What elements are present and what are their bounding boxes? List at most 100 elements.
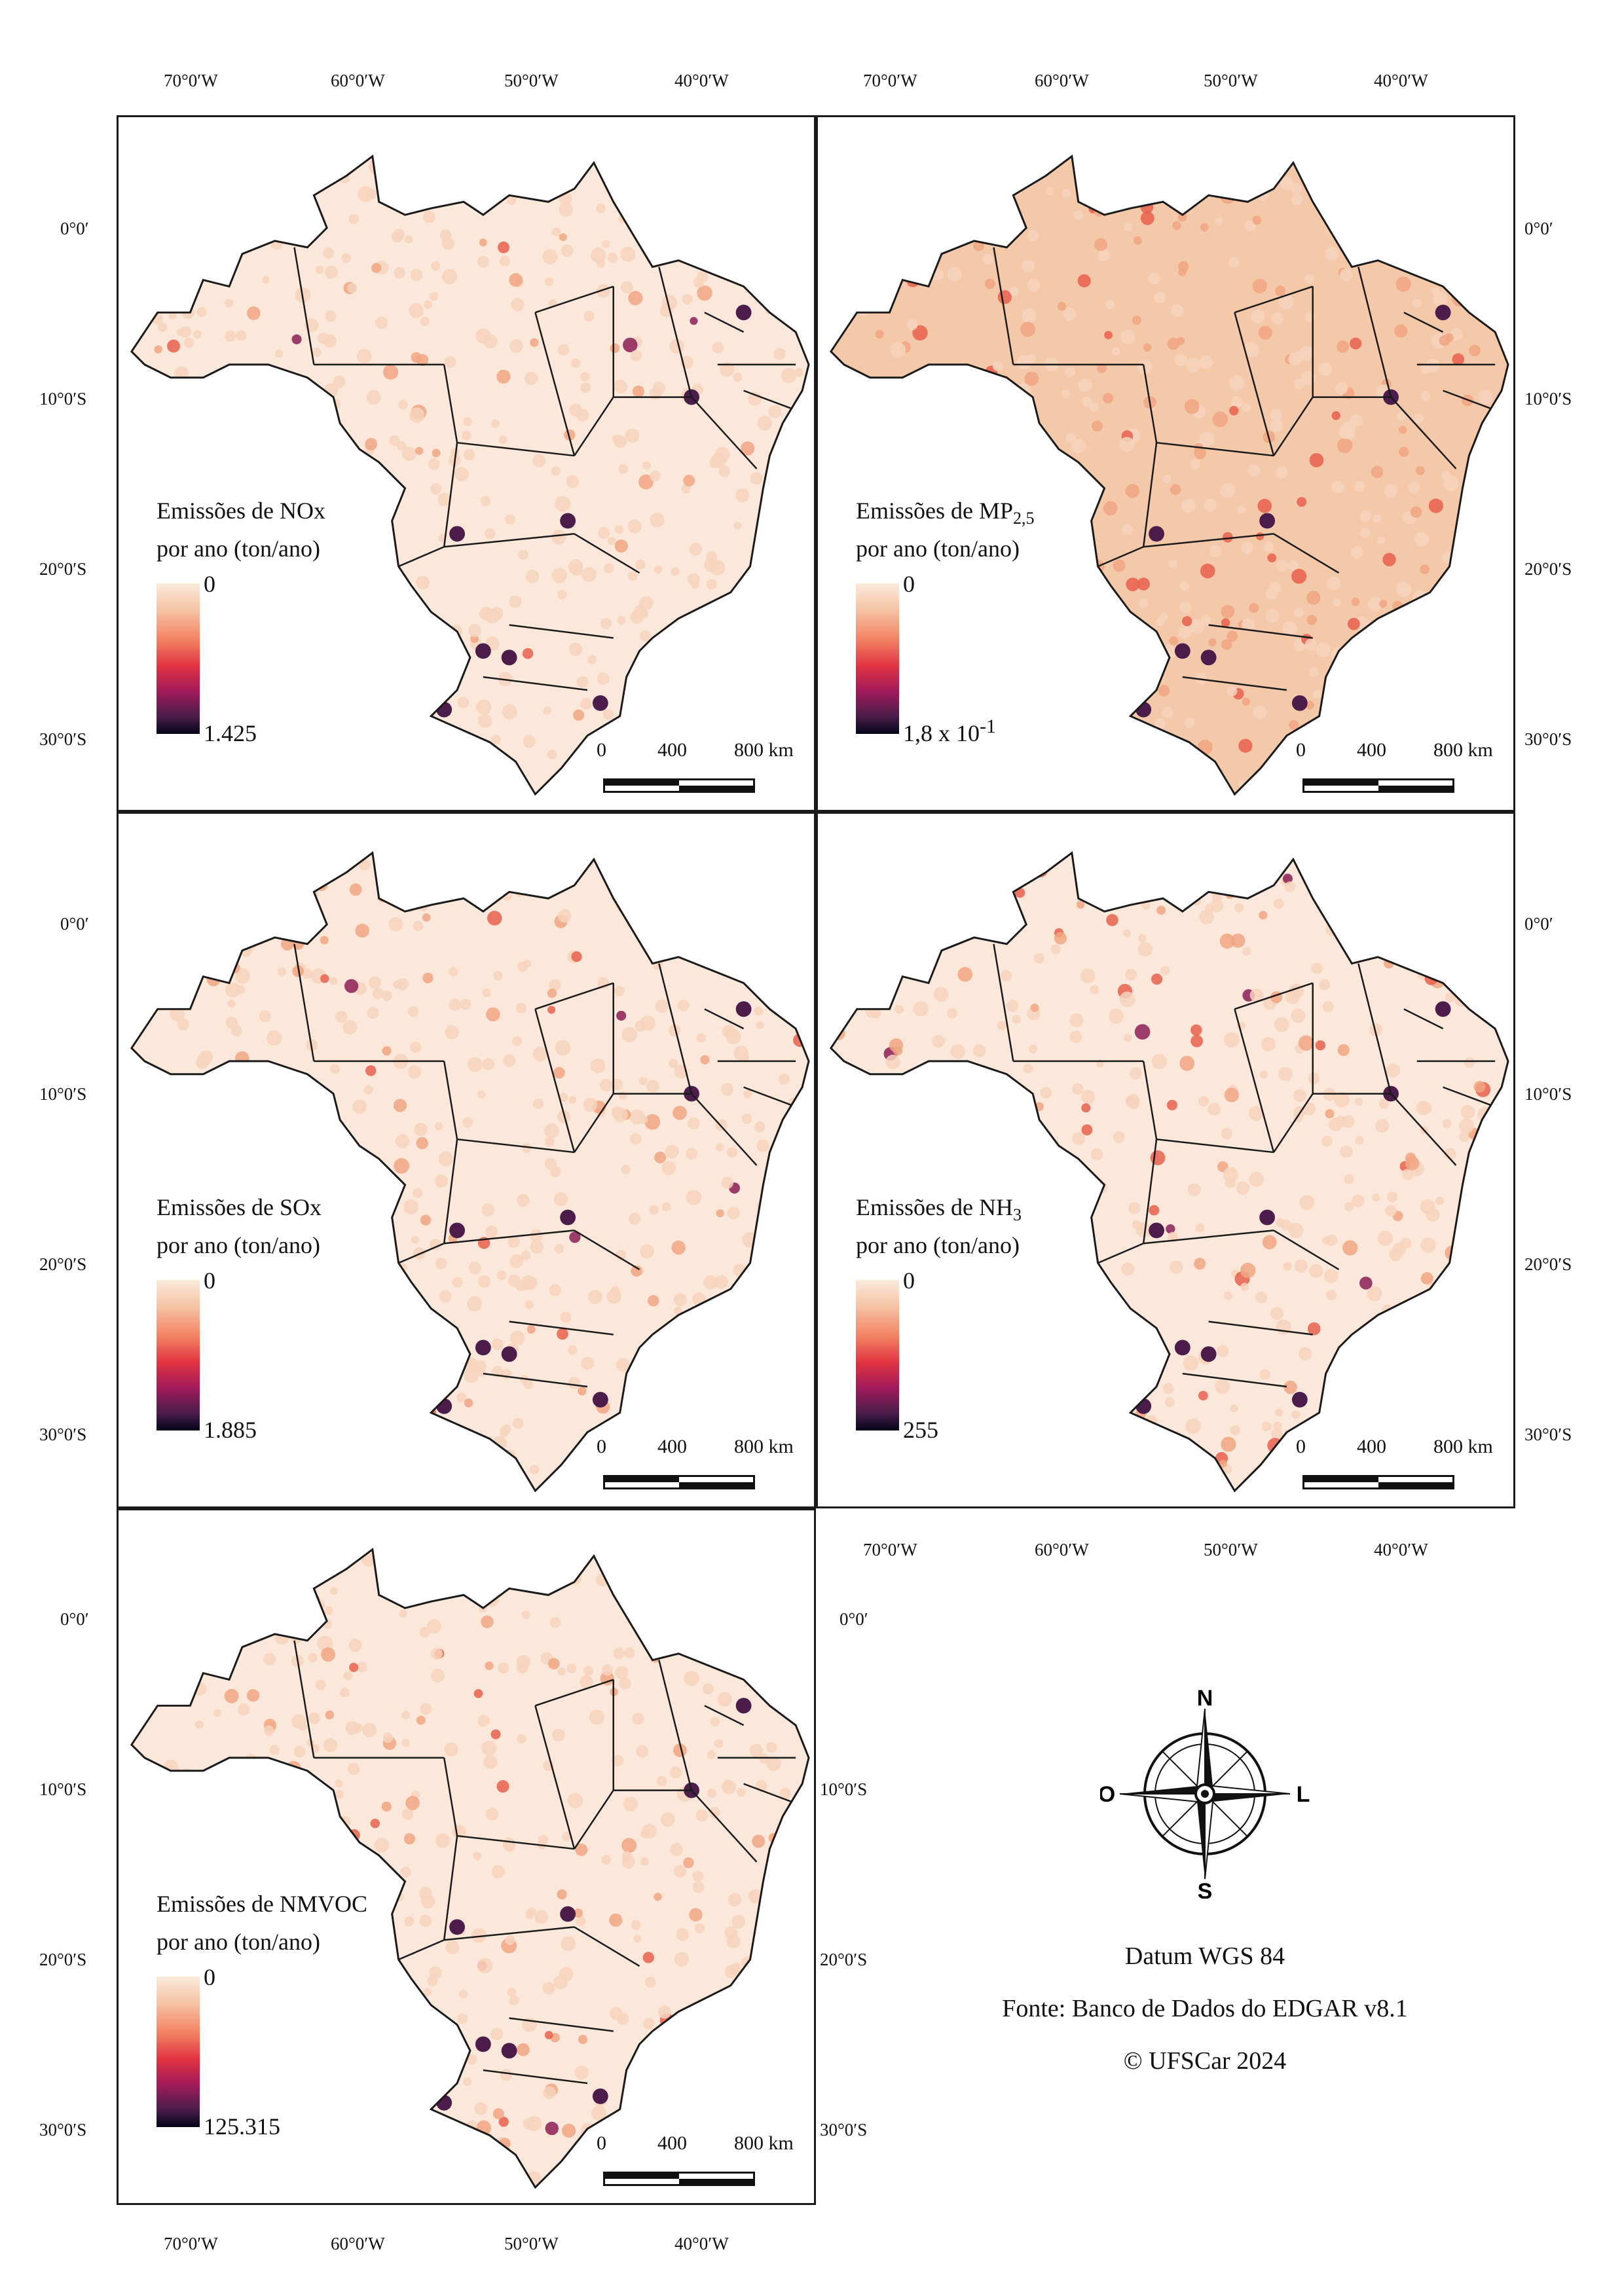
country-fill xyxy=(131,156,809,795)
emission-point xyxy=(1479,1322,1492,1336)
emission-point xyxy=(699,895,709,905)
emission-point xyxy=(419,1914,432,1927)
emission-point xyxy=(568,1377,581,1389)
emission-point xyxy=(246,1868,257,1880)
emission-point xyxy=(848,769,861,782)
emission-point xyxy=(749,1743,764,1758)
emission-point xyxy=(908,681,923,695)
state-border xyxy=(535,982,614,1010)
emission-point xyxy=(1432,1327,1443,1339)
emission-point xyxy=(561,244,574,257)
emission-point xyxy=(1204,903,1215,914)
emission-point xyxy=(314,2013,329,2029)
emission-point xyxy=(566,1664,577,1674)
emission-point xyxy=(420,1214,432,1226)
emission-point xyxy=(315,1125,325,1135)
emission-point xyxy=(553,1975,568,1990)
emission-point xyxy=(948,1327,958,1338)
emission-point xyxy=(731,1388,745,1400)
emission-hotspot xyxy=(1174,643,1190,659)
emission-point xyxy=(553,1066,565,1079)
emission-point xyxy=(367,1006,379,1019)
emission-point xyxy=(1164,1397,1175,1408)
emission-point xyxy=(692,2022,701,2032)
emission-point xyxy=(630,350,642,362)
emission-point xyxy=(1457,597,1466,606)
emission-point xyxy=(248,1565,262,1579)
emission-point xyxy=(1080,968,1096,983)
emission-point xyxy=(1398,426,1407,434)
emission-point xyxy=(301,705,316,721)
emission-point xyxy=(1012,852,1023,862)
emission-point xyxy=(559,202,573,217)
emission-point xyxy=(1371,465,1384,479)
state-border xyxy=(1443,390,1496,411)
emission-point xyxy=(614,435,627,448)
emission-point xyxy=(358,778,366,787)
emission-point xyxy=(148,1484,160,1491)
emission-point xyxy=(1014,666,1024,676)
emission-point xyxy=(267,187,280,201)
emission-point xyxy=(830,1444,838,1453)
emission-point xyxy=(1037,1470,1046,1480)
emission-point xyxy=(296,1396,309,1409)
emission-point xyxy=(869,1114,880,1126)
emission-point xyxy=(282,674,294,687)
colorbar-mp25 xyxy=(856,583,899,734)
emission-point xyxy=(196,862,208,873)
emission-point xyxy=(722,944,732,954)
emission-point xyxy=(1481,1156,1496,1171)
emission-point xyxy=(795,528,804,536)
emission-point xyxy=(442,2074,453,2085)
emission-point xyxy=(214,156,229,165)
emission-point xyxy=(420,316,430,327)
emission-point xyxy=(964,1453,973,1463)
emission-point xyxy=(194,1720,204,1729)
emission-point xyxy=(339,1396,354,1412)
emission-point xyxy=(695,1810,709,1822)
emission-point xyxy=(614,525,624,534)
emission-point xyxy=(306,1286,321,1300)
emission-point xyxy=(652,1459,665,1472)
emission-point xyxy=(1452,869,1465,883)
emission-point xyxy=(434,1451,449,1466)
emission-point xyxy=(1018,653,1030,666)
emission-point xyxy=(194,233,204,243)
emission-point xyxy=(287,1997,303,2013)
emission-point xyxy=(630,2093,640,2104)
emission-point xyxy=(957,966,973,982)
emission-point xyxy=(162,158,176,172)
emission-point xyxy=(480,496,491,506)
emission-point xyxy=(709,560,726,575)
emission-hotspot xyxy=(449,1919,466,1935)
emission-point xyxy=(1252,215,1262,225)
emission-point xyxy=(1119,991,1135,1008)
emission-point xyxy=(1172,221,1181,230)
emission-point xyxy=(1315,1040,1326,1051)
emission-point xyxy=(425,1417,437,1430)
emission-point xyxy=(237,1703,250,1716)
emission-point xyxy=(270,238,283,250)
emission-point xyxy=(726,1029,741,1045)
emission-point xyxy=(163,1759,179,1775)
emission-point xyxy=(947,197,958,208)
compass-rose-icon: N S L O xyxy=(1100,1689,1310,1899)
emission-point xyxy=(616,1358,631,1372)
emission-point xyxy=(542,1982,555,1995)
emission-point xyxy=(670,1843,683,1856)
emission-point xyxy=(1305,701,1314,710)
emission-point xyxy=(346,2088,357,2100)
emission-point xyxy=(766,1756,781,1772)
emission-hotspot xyxy=(1291,1391,1308,1408)
emission-point xyxy=(1190,459,1200,469)
emission-point xyxy=(1088,159,1099,171)
emission-point xyxy=(773,2014,783,2024)
emission-point xyxy=(1445,1405,1460,1419)
emission-point xyxy=(193,442,210,458)
emission-point xyxy=(1044,690,1059,704)
emission-point xyxy=(1372,1194,1380,1202)
emission-point xyxy=(316,1679,326,1690)
emission-hotspot xyxy=(1149,1222,1165,1239)
state-border xyxy=(1403,1008,1444,1030)
emission-point xyxy=(934,1333,944,1343)
